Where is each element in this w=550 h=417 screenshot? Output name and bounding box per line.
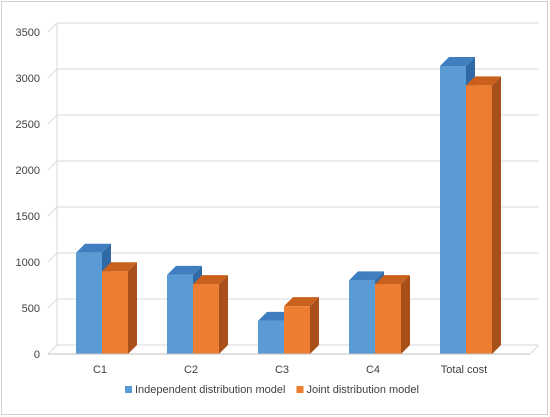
- gridline-side-7: [47, 22, 58, 33]
- bar-front: [167, 274, 193, 354]
- legend-item-independent: Independent distribution model: [125, 384, 285, 396]
- x-tick-label: C2: [184, 364, 198, 376]
- y-tick-label: 3500: [16, 27, 40, 39]
- bars: [76, 57, 501, 355]
- x-tick-label: Total cost: [441, 364, 487, 376]
- gridline-side-0: [47, 344, 58, 355]
- bar-top: [349, 271, 384, 281]
- bar-independent-c1: [76, 243, 111, 354]
- bar-front: [375, 284, 401, 354]
- bar-top: [440, 57, 475, 67]
- bar-joint-total-cost: [466, 76, 501, 355]
- bar-front: [349, 280, 375, 354]
- bar-joint-c2: [193, 275, 228, 354]
- bar-side: [401, 275, 410, 354]
- bar-front: [258, 320, 284, 354]
- x-tick-label: C4: [366, 364, 380, 376]
- y-tick-label: 0: [34, 349, 40, 361]
- x-axis: C1 C2 C3 C4 Total cost: [48, 344, 540, 376]
- gridline-side-2: [47, 252, 58, 263]
- y-tick-label: 500: [22, 303, 40, 315]
- bar-top: [76, 243, 111, 253]
- gridline-side-1: [47, 298, 58, 309]
- legend-label: Joint distribution model: [306, 384, 419, 396]
- bar-front: [440, 66, 466, 354]
- bar-side: [310, 297, 319, 354]
- floor-edge: [529, 344, 540, 355]
- legend-item-joint: Joint distribution model: [296, 384, 419, 396]
- bar-joint-c3: [284, 297, 319, 354]
- y-tick-label: 2000: [16, 165, 40, 177]
- bar-front: [102, 271, 128, 354]
- bar-top: [167, 265, 202, 275]
- bar-top: [375, 275, 410, 285]
- gridline-side-3: [47, 206, 58, 217]
- bar-top: [284, 297, 319, 307]
- bar-side: [492, 76, 501, 355]
- legend-swatch: [296, 386, 304, 393]
- bar-front: [76, 252, 102, 354]
- y-axis: 0 500 1000 1500 2000 2500 3000 3500: [16, 27, 40, 361]
- bar-top: [102, 262, 137, 272]
- y-tick-label: 2500: [16, 119, 40, 131]
- bar-side: [219, 275, 228, 354]
- bar-side: [128, 262, 137, 354]
- y-tick-label: 1500: [16, 211, 40, 223]
- y-tick-label: 1000: [16, 257, 40, 269]
- bar-joint-c1: [102, 262, 137, 354]
- bar-top: [193, 275, 228, 285]
- bar-front: [284, 306, 310, 354]
- legend-label: Independent distribution model: [135, 384, 285, 396]
- bar-front: [466, 85, 492, 355]
- gridline-side-5: [47, 114, 58, 125]
- gridline-side-4: [47, 160, 58, 171]
- bar-front: [193, 284, 219, 354]
- y-tick-label: 3000: [16, 73, 40, 85]
- bar-joint-c4: [375, 275, 410, 354]
- gridline-side-6: [47, 68, 58, 79]
- bar-top: [466, 76, 501, 86]
- legend: Independent distribution model Joint dist…: [125, 384, 419, 396]
- x-tick-label: C1: [93, 364, 107, 376]
- x-tick-label: C3: [275, 364, 289, 376]
- legend-swatch: [125, 386, 132, 393]
